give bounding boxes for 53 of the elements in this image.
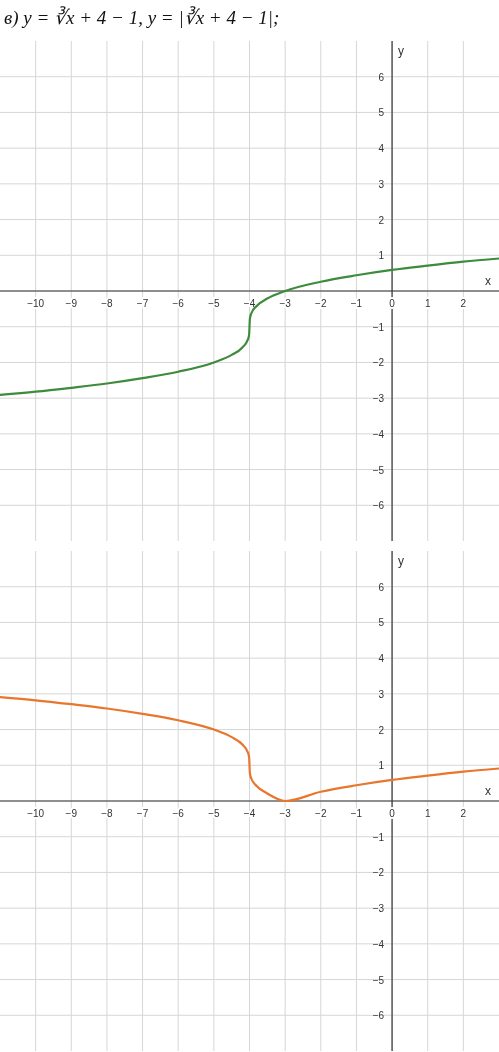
x-tick-label: −6 — [172, 298, 185, 309]
y-tick-label: −2 — [372, 357, 385, 369]
x-tick-label: −4 — [243, 298, 256, 309]
x-tick-label: 1 — [424, 298, 431, 309]
x-axis-title: x — [485, 784, 491, 798]
x-tick-label: −8 — [101, 298, 114, 309]
y-tick-label: 3 — [378, 688, 385, 700]
y-tick-label: −2 — [372, 867, 385, 879]
x-tick-label: −6 — [172, 808, 185, 819]
x-tick-label: 2 — [460, 808, 467, 819]
y-tick-label: 1 — [378, 760, 385, 772]
x-tick-label: −10 — [27, 808, 45, 819]
x-tick-label: −10 — [27, 298, 45, 309]
x-tick-label: −7 — [136, 808, 149, 819]
x-axis-title: x — [485, 274, 491, 288]
chart-title: в) y = ∛x + 4 − 1, y = |∛x + 4 − 1|; — [4, 6, 280, 29]
y-tick-label: −5 — [372, 464, 385, 476]
y-tick-label: −4 — [372, 938, 385, 950]
y-tick-label: −1 — [372, 831, 385, 843]
x-tick-label: −1 — [350, 808, 363, 819]
y-tick-label: 5 — [378, 617, 385, 629]
x-tick-label: −7 — [136, 298, 149, 309]
y-tick-label: −1 — [372, 321, 385, 333]
x-tick-label: −1 — [350, 298, 363, 309]
y-tick-label: 6 — [378, 581, 385, 593]
x-tick-label: 1 — [424, 808, 431, 819]
y-tick-label: −3 — [372, 903, 385, 915]
y-tick-label: 4 — [378, 143, 385, 155]
x-tick-label: −9 — [65, 808, 78, 819]
y-tick-label: −4 — [372, 428, 385, 440]
y-tick-label: 4 — [378, 653, 385, 665]
x-tick-label: −5 — [208, 298, 220, 309]
y-tick-label: 2 — [378, 724, 385, 736]
y-tick-label: −6 — [372, 500, 385, 512]
x-tick-label: −8 — [101, 808, 114, 819]
y-axis-title: y — [398, 554, 405, 568]
y-tick-label: −5 — [372, 974, 385, 986]
x-tick-label: −9 — [65, 298, 78, 309]
y-tick-label: 3 — [378, 178, 385, 190]
x-tick-label: 2 — [460, 298, 467, 309]
y-tick-label: −6 — [372, 1010, 385, 1022]
y-tick-label: 5 — [378, 107, 385, 119]
y-axis-title: y — [398, 44, 405, 58]
x-tick-label: −5 — [208, 808, 220, 819]
x-tick-label: −4 — [243, 808, 256, 819]
x-tick-label: −2 — [315, 808, 327, 819]
y-tick-label: −3 — [372, 393, 385, 405]
y-tick-label: 1 — [378, 250, 385, 262]
x-tick-label: −3 — [279, 808, 292, 819]
x-tick-label: −2 — [315, 298, 327, 309]
y-tick-label: 2 — [378, 214, 385, 226]
x-tick-label: −3 — [279, 298, 292, 309]
y-tick-label: 6 — [378, 71, 385, 83]
